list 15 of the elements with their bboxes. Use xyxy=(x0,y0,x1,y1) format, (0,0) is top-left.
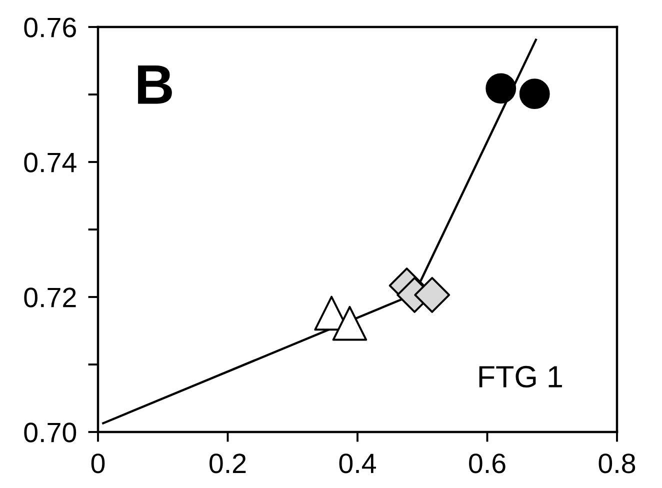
point xyxy=(414,276,450,313)
y-tick-label: 0.70 xyxy=(24,422,76,442)
y-tick-label: 0.76 xyxy=(24,18,76,38)
annotation: B xyxy=(138,65,172,104)
point xyxy=(486,73,516,104)
x-tick-label: 0.8 xyxy=(598,454,636,474)
x-tick-label: 0 xyxy=(91,454,105,474)
y-tick-label: 0.72 xyxy=(24,288,76,308)
x-tick-label: 0.6 xyxy=(469,454,506,474)
point xyxy=(332,306,368,341)
point xyxy=(519,78,550,110)
x-tick-label: 0.4 xyxy=(339,454,376,474)
x-tick-label: 0.2 xyxy=(210,454,246,474)
y-tick-label: 0.74 xyxy=(24,152,76,172)
annotation: FTG 1 xyxy=(479,366,562,388)
